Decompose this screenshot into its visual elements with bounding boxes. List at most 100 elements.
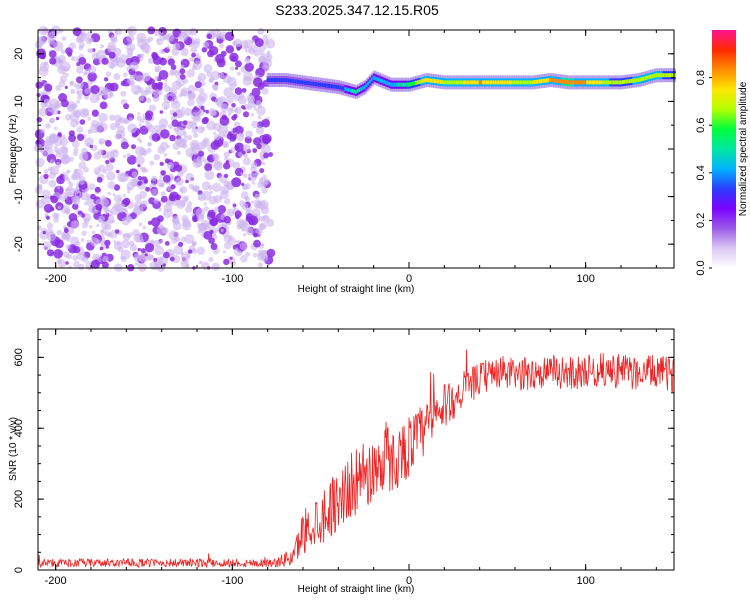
noise-blob xyxy=(65,244,71,250)
noise-blob xyxy=(197,196,202,201)
colorbar-tick-label: 0.6 xyxy=(695,118,707,133)
noise-blob xyxy=(156,136,161,141)
noise-blob xyxy=(42,98,52,108)
noise-blob xyxy=(240,221,251,232)
noise-blob xyxy=(169,134,176,142)
noise-blob xyxy=(70,103,76,110)
signal-core xyxy=(660,73,664,78)
signal-core xyxy=(356,88,360,93)
noise-blob xyxy=(192,60,203,70)
noise-blob xyxy=(48,134,59,144)
noise-blob xyxy=(129,82,134,87)
noise-blob xyxy=(210,140,220,150)
noise-blob xyxy=(46,222,54,229)
noise-blob xyxy=(210,70,220,81)
noise-blob xyxy=(197,222,208,233)
signal-core xyxy=(427,78,431,83)
noise-blob xyxy=(208,256,214,263)
y-tick-label: 10 xyxy=(13,95,25,107)
signal-core xyxy=(372,75,376,80)
signal-core xyxy=(496,80,500,85)
signal-core xyxy=(535,79,539,84)
noise-blob xyxy=(209,229,214,235)
signal-core xyxy=(294,79,298,84)
noise-blob xyxy=(207,156,212,161)
signal-core xyxy=(604,80,608,85)
noise-blob xyxy=(206,33,212,40)
noise-blob xyxy=(266,218,274,227)
noise-blob xyxy=(230,108,233,111)
noise-blob xyxy=(55,84,62,91)
signal-core xyxy=(321,83,325,87)
colorbar: 0.0 0.2 0.4 0.6 0.8 Normalized spectral ampl… xyxy=(695,30,749,276)
signal-core xyxy=(658,73,662,78)
noise-blob xyxy=(81,222,88,229)
noise-blob xyxy=(59,75,68,83)
noise-blob xyxy=(154,30,161,37)
noise-blob xyxy=(63,66,70,72)
noise-blob xyxy=(202,41,210,49)
noise-blob xyxy=(76,126,84,133)
signal-core xyxy=(635,78,639,83)
signal-core xyxy=(273,78,277,82)
noise-blob xyxy=(253,239,261,248)
noise-blob xyxy=(61,36,67,41)
noise-blob xyxy=(224,198,231,205)
noise-blob xyxy=(40,128,46,134)
noise-blob xyxy=(134,262,139,266)
y-tick-label: 400 xyxy=(13,419,25,437)
signal-core xyxy=(445,80,449,85)
snr-frame xyxy=(37,328,675,571)
noise-blob xyxy=(104,223,112,231)
noise-blob xyxy=(120,141,129,150)
noise-blob xyxy=(119,172,129,183)
noise-blob xyxy=(91,109,99,117)
noise-blob xyxy=(229,147,236,154)
signal-core xyxy=(612,80,616,85)
signal-core xyxy=(360,87,364,91)
noise-blob xyxy=(77,133,85,141)
signal-core xyxy=(434,79,438,84)
signal-core xyxy=(581,80,585,85)
noise-blob xyxy=(153,257,158,262)
signal-core xyxy=(344,87,348,91)
signal-core xyxy=(620,80,623,85)
noise-blob xyxy=(88,65,97,74)
signal-core xyxy=(349,88,353,93)
signal-core xyxy=(393,82,397,87)
signal-core xyxy=(439,79,443,84)
noise-blob xyxy=(61,134,66,140)
noise-blob xyxy=(262,58,273,69)
signal-core xyxy=(353,89,357,94)
noise-blob xyxy=(224,31,235,41)
signal-core xyxy=(570,80,574,85)
noise-blob xyxy=(137,247,141,252)
noise-blob xyxy=(159,175,163,179)
signal-core xyxy=(446,80,450,85)
signal-core xyxy=(270,78,274,82)
noise-blob xyxy=(121,217,130,226)
noise-blob xyxy=(210,243,218,250)
noise-blob xyxy=(257,27,265,35)
noise-blob xyxy=(87,116,92,121)
noise-blob xyxy=(56,185,61,190)
noise-blob xyxy=(231,102,236,108)
noise-blob xyxy=(173,127,177,131)
noise-blob xyxy=(66,253,73,260)
signal-core xyxy=(441,80,445,85)
signal-core xyxy=(602,80,606,85)
signal-core xyxy=(418,79,422,84)
noise-blob xyxy=(230,66,235,71)
noise-blob xyxy=(62,71,66,76)
x-tick-label: 0 xyxy=(406,575,412,587)
noise-blob xyxy=(49,98,60,109)
noise-blob xyxy=(206,71,212,77)
noise-blob xyxy=(174,236,181,242)
noise-blob xyxy=(170,184,176,190)
noise-blob xyxy=(98,112,108,123)
noise-blob xyxy=(234,210,242,218)
signal-core xyxy=(565,80,569,85)
noise-blob xyxy=(166,45,171,50)
signal-core xyxy=(385,80,388,85)
